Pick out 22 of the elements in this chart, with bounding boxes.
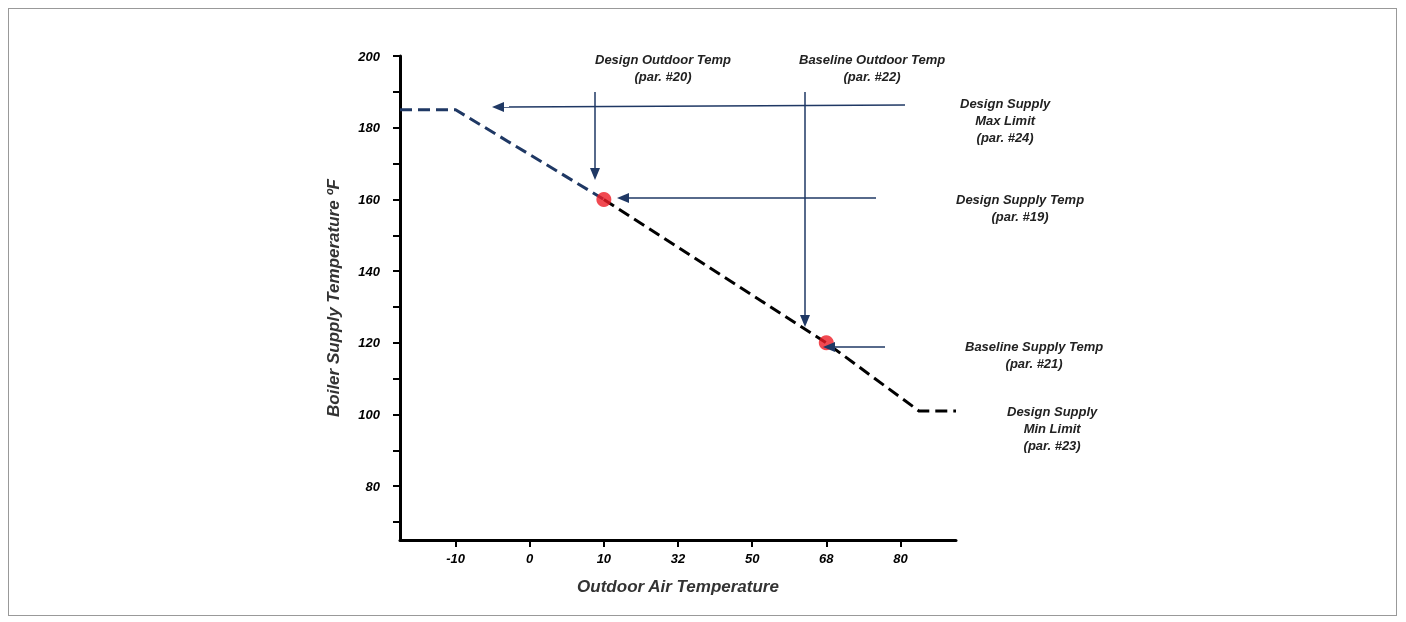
x-tick-label: 32 <box>670 551 686 566</box>
annotation: Design Outdoor Temp (par. #20) <box>594 52 732 84</box>
text: Baseline Supply Temp (par. #21) <box>964 339 1104 371</box>
x-tick-label: 80 <box>893 551 909 566</box>
y-tick-label: 160 <box>358 191 381 207</box>
y-tick-label: 100 <box>358 407 381 423</box>
y-axis-title: Boiler Supply Temperature ºF <box>324 178 343 417</box>
text: Design Supply Min Limit (par. #23) <box>1007 404 1099 453</box>
y-tick-label: 80 <box>365 478 381 494</box>
annotation: Design Supply Temp (par. #19) <box>956 192 1085 224</box>
y-tick-label: 180 <box>358 120 381 136</box>
text: Design Supply Max Limit (par. #24) <box>960 96 1052 145</box>
x-tick-label: -10 <box>446 551 466 566</box>
x-tick-label: 68 <box>819 551 835 566</box>
y-tick-label: 140 <box>358 263 381 279</box>
y-tick-label: 200 <box>357 48 381 64</box>
x-tick-label: 10 <box>596 551 612 566</box>
annotation: Baseline Outdoor Temp (par. #22) <box>799 52 946 84</box>
x-tick-label: 50 <box>744 551 761 566</box>
x-tick-label: 0 <box>526 551 535 566</box>
x-axis-title: Outdoor Air Temperature <box>577 577 779 596</box>
y-tick-label: 120 <box>358 335 381 351</box>
